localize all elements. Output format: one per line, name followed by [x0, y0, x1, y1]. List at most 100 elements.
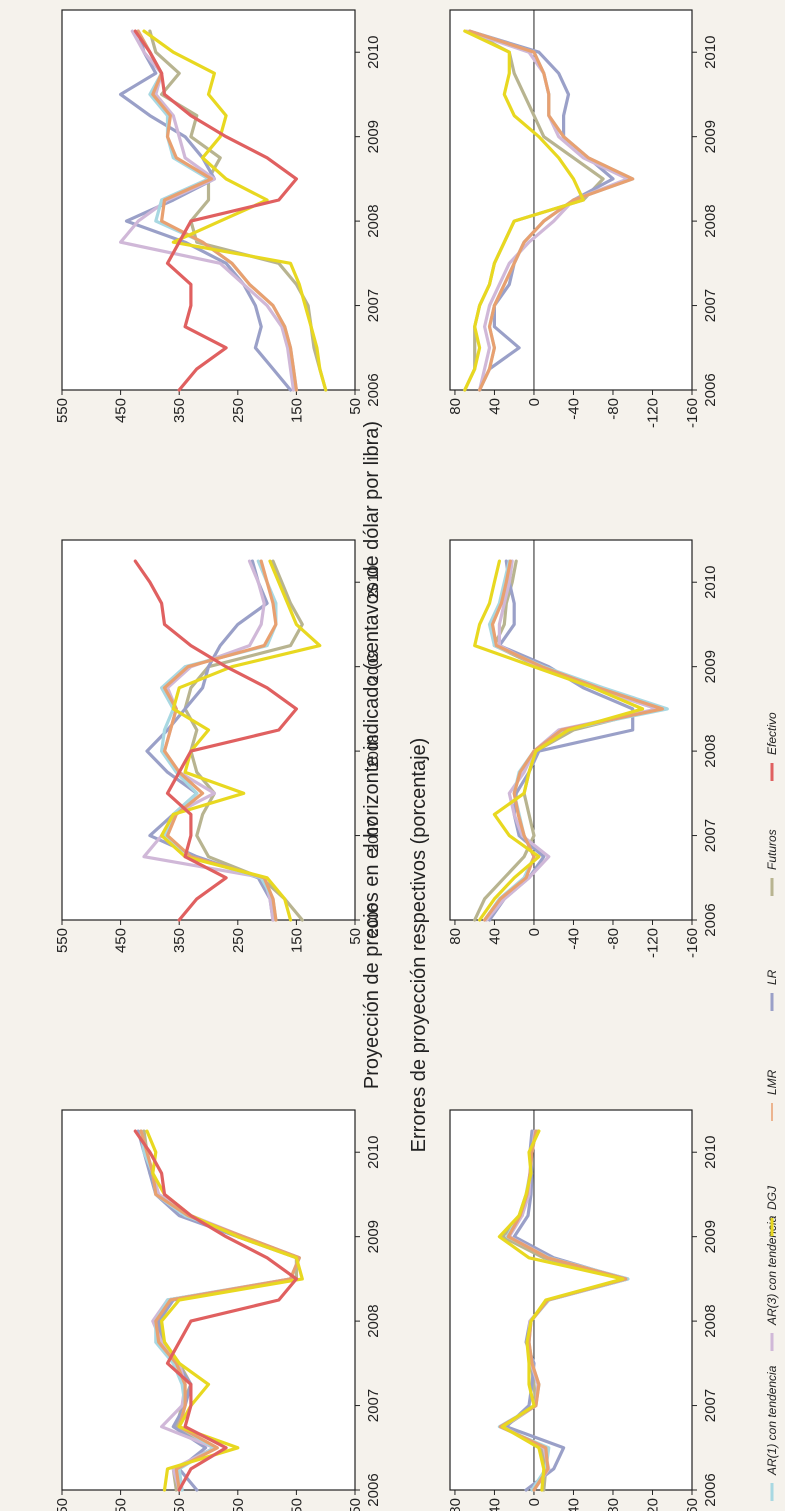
year-tick-label: 2008	[365, 204, 382, 237]
year-tick-label: 2007	[365, 1389, 382, 1422]
top-title: Proyección de precios en el horizonte in…	[361, 421, 383, 1089]
value-tick-label: 250	[230, 1498, 247, 1511]
year-tick-label: 2007	[702, 819, 719, 852]
panels: 550 450 350 250 150 50 20062007200820092010550…	[54, 9, 719, 1511]
value-tick-label: 350	[171, 928, 188, 953]
value-tick-label: -160	[684, 398, 701, 428]
year-tick-label: 2006	[702, 903, 719, 936]
legend-label: AR(3) con tendencia	[765, 1215, 779, 1326]
year-tick-label: 2009	[365, 1220, 382, 1253]
legend-label: AR(1) con tendencia	[765, 1365, 779, 1476]
value-tick-label: 40	[486, 398, 503, 415]
value-tick-label: -80	[605, 398, 622, 420]
value-tick-label: -160	[684, 1498, 701, 1511]
legend-label: Efectivo	[765, 712, 779, 755]
value-tick-label: 350	[171, 1498, 188, 1511]
value-tick-label: 150	[288, 1498, 305, 1511]
year-tick-label: 2008	[702, 1304, 719, 1337]
year-tick-label: 2008	[702, 734, 719, 767]
value-tick-label: -120	[644, 1498, 661, 1511]
value-tick-label: 80	[447, 1498, 464, 1511]
year-tick-label: 2010	[702, 36, 719, 69]
series-dgj	[463, 29, 585, 392]
year-tick-label: 2008	[702, 204, 719, 237]
value-tick-label: 80	[447, 928, 464, 945]
year-tick-label: 2010	[702, 566, 719, 599]
year-tick-label: 2006	[365, 373, 382, 406]
value-tick-label: -80	[605, 1498, 622, 1511]
panel-price-2: 550 450 350 250 150 50 2006 2007 2008 2009 2010	[54, 539, 382, 953]
panel-price-1: 550 450 350 250 150 50 2006 2007 2008 2009 2010	[54, 1109, 382, 1511]
series-efectivo	[133, 559, 298, 922]
year-tick-label: 2010	[365, 566, 382, 599]
series-dgj	[142, 29, 328, 392]
value-tick-label: 450	[113, 398, 130, 423]
series-futuros	[183, 559, 304, 922]
year-tick-label: 2009	[702, 650, 719, 683]
legend-item: LMR	[765, 1069, 779, 1121]
year-tick-label: 2009	[365, 120, 382, 153]
value-tick-label: 40	[486, 1498, 503, 1511]
year-tick-label: 2006	[365, 903, 382, 936]
year-tick-label: 2009	[702, 120, 719, 153]
value-tick-label: 0	[526, 928, 543, 936]
plot-area	[61, 1109, 356, 1491]
legend-label: LR	[765, 969, 779, 985]
value-tick-label: 450	[113, 928, 130, 953]
series-dgj	[160, 559, 322, 922]
year-tick-label: 2007	[365, 819, 382, 852]
series-lr	[487, 559, 635, 922]
series-ar-3-con-tendencia	[118, 29, 296, 392]
year-tick-label: 2007	[365, 289, 382, 322]
value-tick-label: 0	[526, 1498, 543, 1506]
value-tick-label: 80	[447, 398, 464, 415]
series-lmr	[468, 29, 635, 392]
year-tick-label: 2006	[702, 373, 719, 406]
legend-item: LR	[765, 969, 779, 1011]
value-tick-label: -80	[605, 928, 622, 950]
series-dgj	[473, 559, 645, 922]
value-tick-label: -40	[565, 1498, 582, 1511]
value-tick-label: 350	[171, 398, 188, 423]
year-tick-label: 2010	[702, 1136, 719, 1169]
year-tick-label: 2007	[702, 1389, 719, 1422]
year-tick-label: 2006	[365, 1473, 382, 1506]
series-lr	[118, 29, 293, 392]
legend-item: AR(1) con tendencia	[765, 1365, 779, 1501]
legend-label: LMR	[765, 1069, 779, 1095]
legend-item: DGJ	[765, 1185, 779, 1236]
value-tick-label: 250	[230, 928, 247, 953]
legend-item: AR(3) con tendencia	[765, 1215, 779, 1351]
value-tick-label: -120	[644, 928, 661, 958]
value-tick-label: 50	[347, 928, 364, 945]
value-tick-label: -40	[565, 928, 582, 950]
value-tick-label: 450	[113, 1498, 130, 1511]
value-tick-label: -160	[684, 928, 701, 958]
year-tick-label: 2008	[365, 734, 382, 767]
year-tick-label: 2010	[365, 36, 382, 69]
bottom-title: Errores de proyección respectivos (porce…	[408, 738, 430, 1153]
year-tick-label: 2008	[365, 1304, 382, 1337]
legend-item: Efectivo	[765, 712, 779, 781]
legend: AR(1) con tendencia AR(3) con tendencia DG…	[765, 712, 779, 1501]
legend-label: Futuros	[765, 829, 779, 870]
panel-price-3: 550 450 350 250 150 50 2006 2007 2008 2009 2010	[54, 9, 382, 423]
value-tick-label: 50	[347, 1498, 364, 1511]
value-tick-label: 40	[486, 928, 503, 945]
value-tick-label: 150	[288, 928, 305, 953]
year-tick-label: 2006	[702, 1473, 719, 1506]
value-tick-label: 550	[54, 398, 71, 423]
year-tick-label: 2009	[365, 650, 382, 683]
series-efectivo	[133, 29, 298, 392]
series-dgj	[497, 1129, 625, 1492]
value-tick-label: 0	[526, 398, 543, 406]
value-tick-label: 150	[288, 398, 305, 423]
value-tick-label: 550	[54, 928, 71, 953]
value-tick-label: 550	[54, 1498, 71, 1511]
series-efectivo	[133, 1129, 298, 1492]
value-tick-label: 250	[230, 398, 247, 423]
year-tick-label: 2009	[702, 1220, 719, 1253]
legend-label: DGJ	[765, 1185, 779, 1210]
